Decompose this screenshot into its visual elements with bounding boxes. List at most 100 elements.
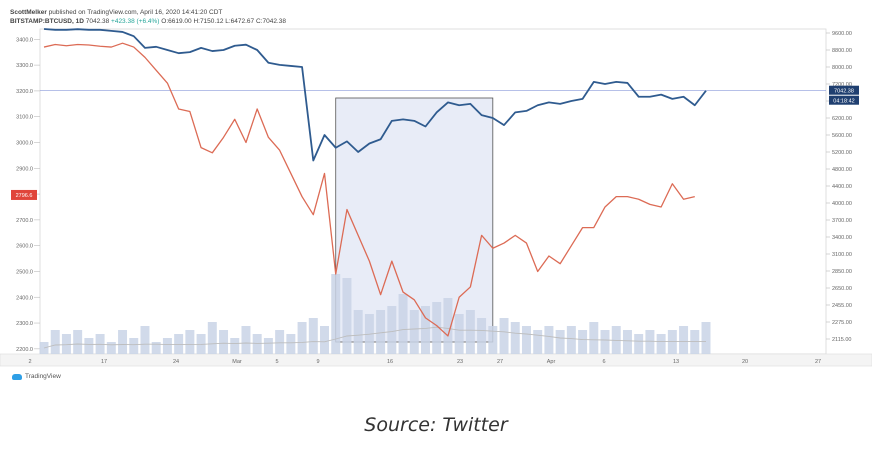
x-tick-label: 13 [673, 359, 679, 365]
right-tick-label: 3100.00 [832, 252, 852, 258]
right-tick-label: 4000.00 [832, 201, 852, 207]
publish-info: published on TradingView.com, April 16, … [48, 9, 223, 16]
volume-bar [308, 318, 318, 354]
volume-bar [297, 322, 307, 354]
volume-bar [252, 334, 262, 354]
left-tick-label: 2700.0 [16, 218, 33, 224]
left-tick-label: 2600.0 [16, 244, 33, 250]
volume-bar [521, 326, 531, 354]
x-tick-label: 27 [815, 359, 821, 365]
right-tick-label: 4400.00 [832, 184, 852, 190]
volume-bar [207, 322, 217, 354]
volume-bar [421, 306, 430, 354]
volume-bar [219, 330, 229, 354]
left-tick-label: 2500.0 [16, 269, 33, 275]
volume-bar [174, 334, 184, 354]
tradingview-label: TradingView [25, 373, 61, 380]
x-tick-label: 23 [457, 359, 463, 365]
volume-bar [634, 334, 644, 354]
x-tick-label: Mar [232, 359, 242, 365]
right-tick-label: 7200.00 [832, 82, 852, 88]
volume-bar [331, 274, 341, 354]
right-tick-label: 3400.00 [832, 235, 852, 241]
source-caption: Source: Twitter [364, 414, 508, 436]
left-tick-label: 3400.0 [16, 37, 33, 43]
right-tick-label: 2650.00 [832, 286, 852, 292]
x-tick-label: 6 [602, 359, 605, 365]
right-price-tag [829, 85, 859, 95]
left-price-tag-label: 2796.6 [16, 193, 33, 199]
left-tick-label: 3200.0 [16, 89, 33, 95]
volume-bar [275, 330, 285, 354]
price-change: +423.38 (+6.4%) [111, 18, 160, 25]
left-tick-label: 2900.0 [16, 166, 33, 172]
left-tick-label: 2200.0 [16, 347, 33, 353]
volume-bar [432, 302, 442, 354]
chart-header: ScottMelker published on TradingView.com… [10, 8, 286, 26]
author-name[interactable]: ScottMelker [10, 9, 47, 16]
x-tick-label: 24 [173, 359, 179, 365]
right-tick-label: 2455.00 [832, 303, 852, 309]
volume-bar [118, 330, 128, 354]
right-tick-label: 4800.00 [832, 167, 852, 173]
price-chart[interactable]: 3400.0 3300.0 3200.0 3100.0 3000.0 2900.0 2 800… [0, 0, 872, 400]
volume-bar [589, 322, 599, 354]
right-tick-label: 2275.00 [832, 320, 852, 326]
volume-bar [73, 330, 83, 354]
volume-bar [151, 342, 161, 354]
volume-bar [622, 330, 632, 354]
tradingview-logo[interactable]: TradingView [12, 373, 61, 380]
x-tick-label: 27 [497, 359, 503, 365]
right-tick-label: 2850.00 [832, 269, 852, 275]
volume-bar [162, 338, 172, 354]
x-tick-label: 16 [387, 359, 393, 365]
right-tick-label: 5600.00 [832, 133, 852, 139]
x-tick-label: Apr [547, 359, 556, 365]
volume-bar [241, 326, 251, 354]
countdown-tag-label: 04:18:42 [833, 99, 854, 105]
volume-bar [106, 342, 116, 354]
volume-bar [342, 278, 352, 354]
highlight-box [335, 97, 494, 343]
left-tick-label: 3300.0 [16, 63, 33, 69]
sp500-line[interactable] [43, 42, 695, 337]
tradingview-cloud-icon [12, 373, 22, 380]
left-tick-label: 3000.0 [16, 140, 33, 146]
volume-bar [566, 326, 576, 354]
volume-bar [50, 330, 60, 354]
volume-bar [140, 326, 150, 354]
volume-bar [600, 330, 610, 354]
right-tick-label: 3700.00 [832, 218, 852, 224]
btc-price-line[interactable] [43, 28, 707, 162]
volume-bar [679, 326, 689, 354]
volume-bar [320, 326, 329, 354]
x-tick-label: 2 [28, 359, 31, 365]
volume-bar [555, 330, 565, 354]
volume-bar [544, 326, 554, 354]
volume-bar [477, 318, 487, 354]
volume-bar [443, 298, 453, 354]
last-price: 7042.38 [85, 18, 110, 25]
right-tick-label: 2115.00 [832, 337, 851, 343]
right-price-tag-label: 7042.38 [834, 89, 854, 95]
volume-bar [701, 322, 711, 354]
volume-bar [353, 310, 363, 354]
volume-bar [387, 306, 397, 354]
volume-bar [61, 334, 71, 354]
right-tick-label: 9600.00 [832, 31, 852, 37]
volume-bar [84, 338, 94, 354]
symbol-label[interactable]: BITSTAMP:BTCUSD, 1D [10, 18, 84, 25]
right-tick-label: 5200.00 [832, 150, 852, 156]
volume-bar [129, 338, 139, 354]
x-tick-label: 17 [101, 359, 107, 365]
left-tick-label: 2400.0 [16, 295, 33, 301]
volume-bar [488, 326, 498, 354]
right-tick-label: 6200.00 [832, 116, 852, 122]
x-tick-label: 20 [742, 359, 748, 365]
countdown-tag [829, 95, 859, 105]
volume-bar [286, 334, 296, 354]
volume-bar [454, 314, 464, 354]
volume-bar [185, 330, 195, 354]
ohlc-values: O:6619.00 H:7150.12 L:6472.67 C:7042.38 [161, 18, 286, 25]
volume-bar [533, 330, 543, 354]
